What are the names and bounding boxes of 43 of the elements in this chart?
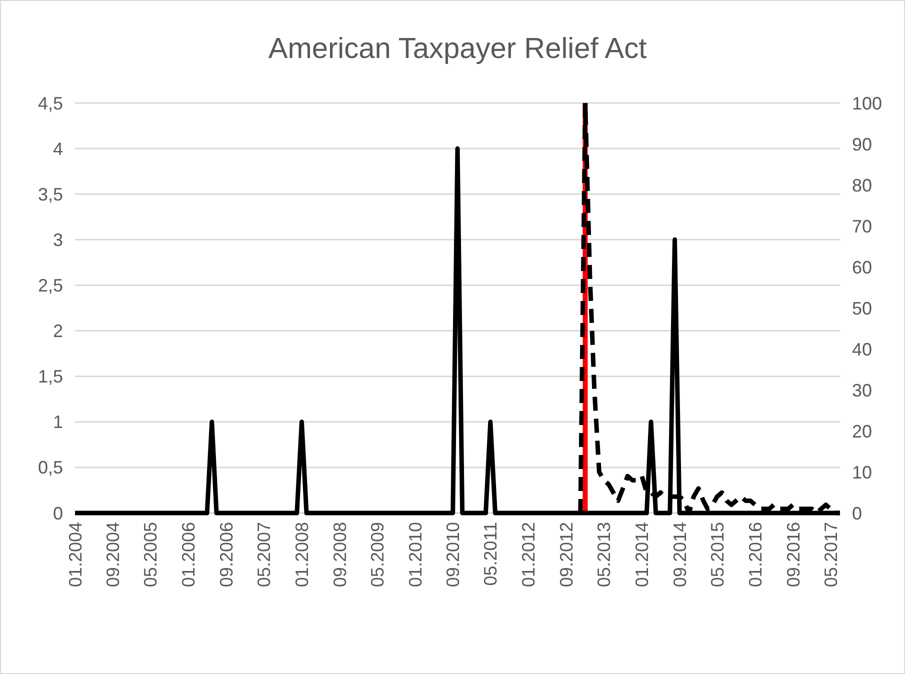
y-tick-label: 0,5 — [38, 458, 63, 478]
x-tick-label: 09.2004 — [103, 522, 124, 588]
x-tick-label: 09.2010 — [443, 522, 464, 588]
x-tick-label: 09.2006 — [216, 522, 236, 588]
x-tick-label: 01.2008 — [292, 522, 312, 588]
y2-tick-label: 100 — [852, 93, 882, 114]
y-tick-label: 2,5 — [38, 276, 63, 296]
y-tick-label: 4 — [52, 138, 63, 159]
y-tick-label: 2 — [52, 321, 63, 342]
y-tick-label: 4,5 — [38, 93, 63, 114]
x-tick-label: 01.2010 — [405, 522, 426, 588]
y-tick-label: 3 — [52, 230, 63, 250]
x-tick-label: 05.2009 — [367, 522, 388, 588]
x-tick-label: 01.2006 — [178, 522, 199, 588]
x-tick-label: 01.2004 — [65, 522, 86, 588]
x-tick-label: 09.2014 — [670, 522, 690, 588]
x-tick-label: 09.2008 — [330, 522, 350, 588]
x-tick-label: 05.2017 — [820, 522, 841, 588]
y2-tick-label: 80 — [852, 175, 872, 196]
y2-tick-label: 90 — [852, 134, 872, 154]
y2-tick-label: 0 — [852, 503, 862, 524]
y2-tick-label: 10 — [852, 462, 872, 482]
x-tick-label: 05.2007 — [254, 522, 274, 588]
y-tick-label: 3,5 — [38, 184, 63, 204]
y2-tick-label: 40 — [852, 339, 872, 360]
y-tick-label: 1,5 — [38, 366, 63, 387]
y-tick-label: 1 — [52, 412, 63, 432]
y-tick-label: 0 — [52, 503, 63, 524]
chart-title: American Taxpayer Relief Act — [268, 33, 647, 65]
x-tick-label: 05.2011 — [480, 522, 501, 586]
x-tick-label: 09.2016 — [783, 522, 804, 588]
x-tick-label: 05.2015 — [707, 522, 728, 588]
x-tick-label: 01.2012 — [518, 522, 539, 588]
x-tick-label: 01.2016 — [745, 522, 766, 588]
x-tick-label: 05.2005 — [140, 522, 161, 588]
y2-tick-label: 30 — [852, 380, 872, 400]
x-tick-label: 05.2013 — [594, 522, 614, 588]
y2-tick-label: 50 — [852, 298, 872, 318]
y2-tick-label: 70 — [852, 216, 872, 236]
x-tick-label: 01.2014 — [632, 522, 652, 588]
y2-tick-label: 60 — [852, 257, 872, 278]
x-tick-label: 09.2012 — [556, 522, 577, 588]
y2-tick-label: 20 — [852, 421, 872, 442]
